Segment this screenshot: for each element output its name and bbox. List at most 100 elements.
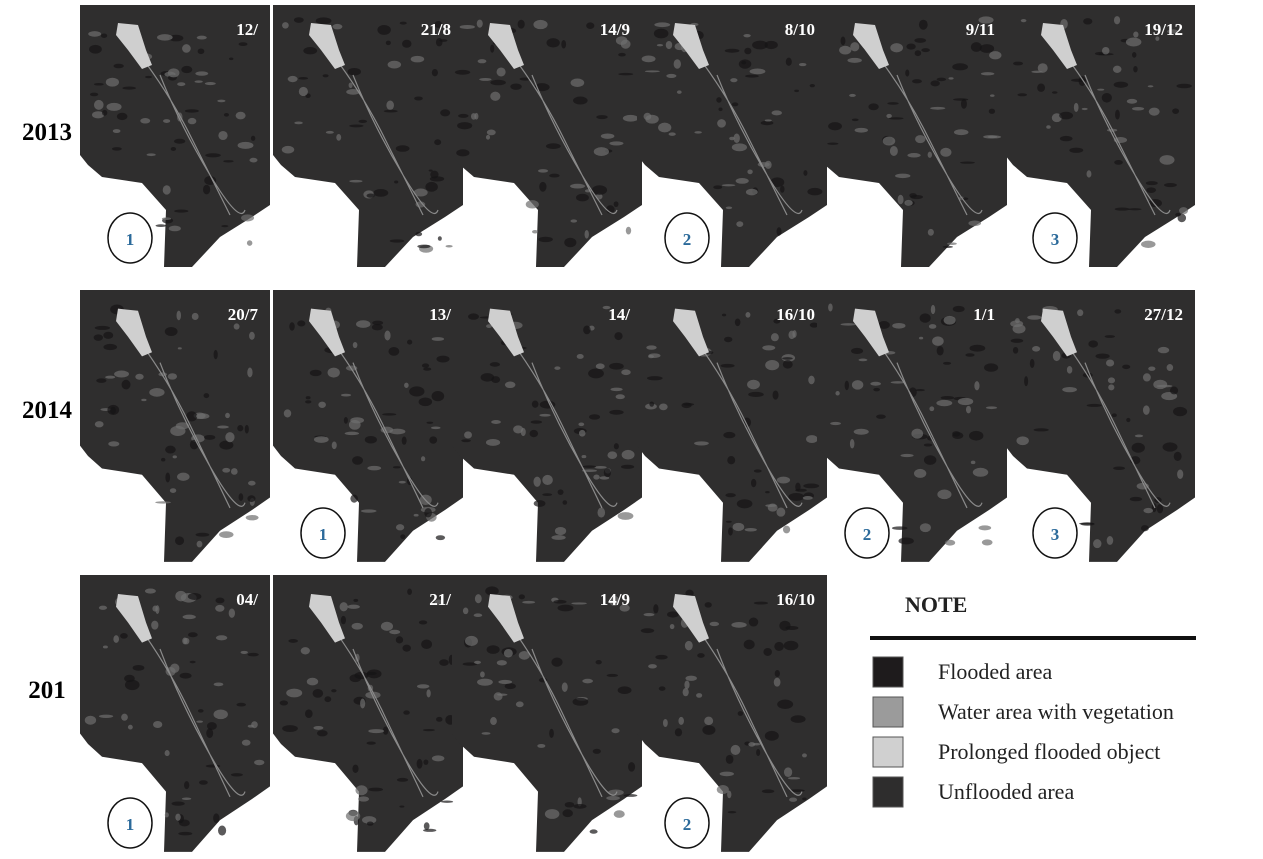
map-texture (783, 526, 790, 534)
map-texture (756, 749, 760, 756)
map-texture (110, 407, 116, 414)
map-texture (648, 353, 660, 358)
map-texture (486, 135, 490, 140)
map-texture (1143, 373, 1151, 381)
map-texture (943, 362, 951, 365)
map-texture (429, 169, 433, 171)
map-texture (341, 616, 346, 624)
map-texture (667, 611, 679, 617)
map-texture (175, 814, 180, 821)
map-texture (182, 44, 191, 53)
map-texture (722, 314, 726, 317)
map-texture (168, 373, 177, 379)
map-texture (654, 22, 670, 27)
map-texture (328, 368, 340, 378)
map-texture (852, 380, 863, 390)
map-texture (436, 717, 442, 722)
map-texture (145, 76, 152, 78)
map-texture (621, 465, 634, 469)
map-texture (368, 788, 383, 792)
map-texture (789, 798, 797, 802)
map-texture (697, 653, 705, 658)
map-texture (386, 41, 391, 45)
map-texture (553, 600, 566, 604)
map-texture (217, 100, 225, 103)
map-texture (181, 66, 192, 73)
map-texture (931, 305, 935, 314)
map-texture (678, 717, 684, 725)
map-texture (206, 765, 221, 768)
map-texture (486, 439, 500, 446)
map-texture (140, 118, 150, 124)
map-texture (105, 376, 115, 379)
map-texture (205, 153, 221, 157)
map-texture (458, 114, 469, 118)
map-texture (1060, 136, 1073, 141)
map-texture (571, 79, 585, 87)
map-texture (624, 794, 638, 797)
map-texture (169, 226, 181, 232)
map-land (80, 575, 270, 852)
map-texture (989, 51, 1001, 59)
map-texture (531, 420, 543, 423)
map-texture (868, 103, 878, 110)
map-texture (1069, 148, 1083, 153)
map-texture (937, 78, 946, 82)
map-texture (241, 651, 248, 654)
map-panel (452, 290, 642, 562)
map-texture (777, 700, 793, 709)
map-texture (1114, 309, 1121, 313)
map-texture (1113, 466, 1125, 470)
map-texture (1015, 318, 1020, 323)
map-panel (273, 5, 463, 267)
map-texture (431, 427, 441, 430)
map-texture (190, 661, 196, 664)
map-texture (729, 137, 735, 140)
map-texture (121, 714, 128, 721)
map-texture (702, 725, 715, 735)
map-texture (892, 323, 905, 329)
map-texture (588, 368, 604, 378)
map-texture (953, 98, 968, 101)
map-texture (156, 224, 167, 227)
map-texture (310, 370, 322, 376)
map-texture (161, 458, 165, 462)
map-texture (622, 450, 635, 460)
map-texture (722, 184, 736, 186)
map-texture (170, 488, 176, 493)
map-texture (960, 162, 975, 164)
map-texture (361, 509, 377, 512)
map-texture (399, 481, 406, 484)
map-texture (710, 622, 719, 626)
map-texture (932, 336, 944, 346)
map-texture (229, 57, 233, 60)
map-texture (426, 422, 433, 424)
map-texture (542, 493, 552, 496)
map-texture (246, 515, 259, 520)
map-texture (1053, 351, 1061, 361)
map-texture (1011, 339, 1024, 343)
map-texture (726, 521, 732, 523)
year-label: 2013 (22, 119, 72, 146)
map-texture (905, 70, 909, 77)
map-texture (937, 490, 951, 500)
map-texture (562, 809, 572, 817)
map-texture (403, 710, 409, 714)
map-texture (901, 454, 914, 457)
map-texture (436, 38, 443, 46)
map-texture (1143, 508, 1153, 513)
map-texture (497, 67, 506, 76)
map-texture (1178, 214, 1187, 222)
map-texture (195, 71, 208, 75)
map-texture (716, 97, 721, 103)
map-texture (564, 238, 576, 247)
map-texture (163, 119, 170, 123)
map-texture (915, 50, 922, 56)
map-texture (727, 456, 735, 464)
map-texture (299, 87, 308, 96)
map-texture (1017, 93, 1027, 96)
map-texture (102, 110, 107, 116)
map-texture (353, 599, 358, 602)
map-texture (1133, 31, 1138, 37)
map-texture (794, 90, 799, 92)
